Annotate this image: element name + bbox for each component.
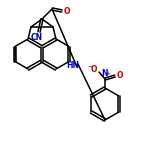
Text: −: − bbox=[87, 64, 93, 70]
Text: N: N bbox=[101, 69, 107, 78]
Text: O: O bbox=[91, 66, 97, 74]
Text: HN: HN bbox=[67, 60, 79, 69]
Text: O: O bbox=[117, 71, 123, 79]
Text: O: O bbox=[64, 7, 70, 16]
Text: +: + bbox=[105, 71, 110, 76]
Text: CN: CN bbox=[31, 33, 43, 43]
